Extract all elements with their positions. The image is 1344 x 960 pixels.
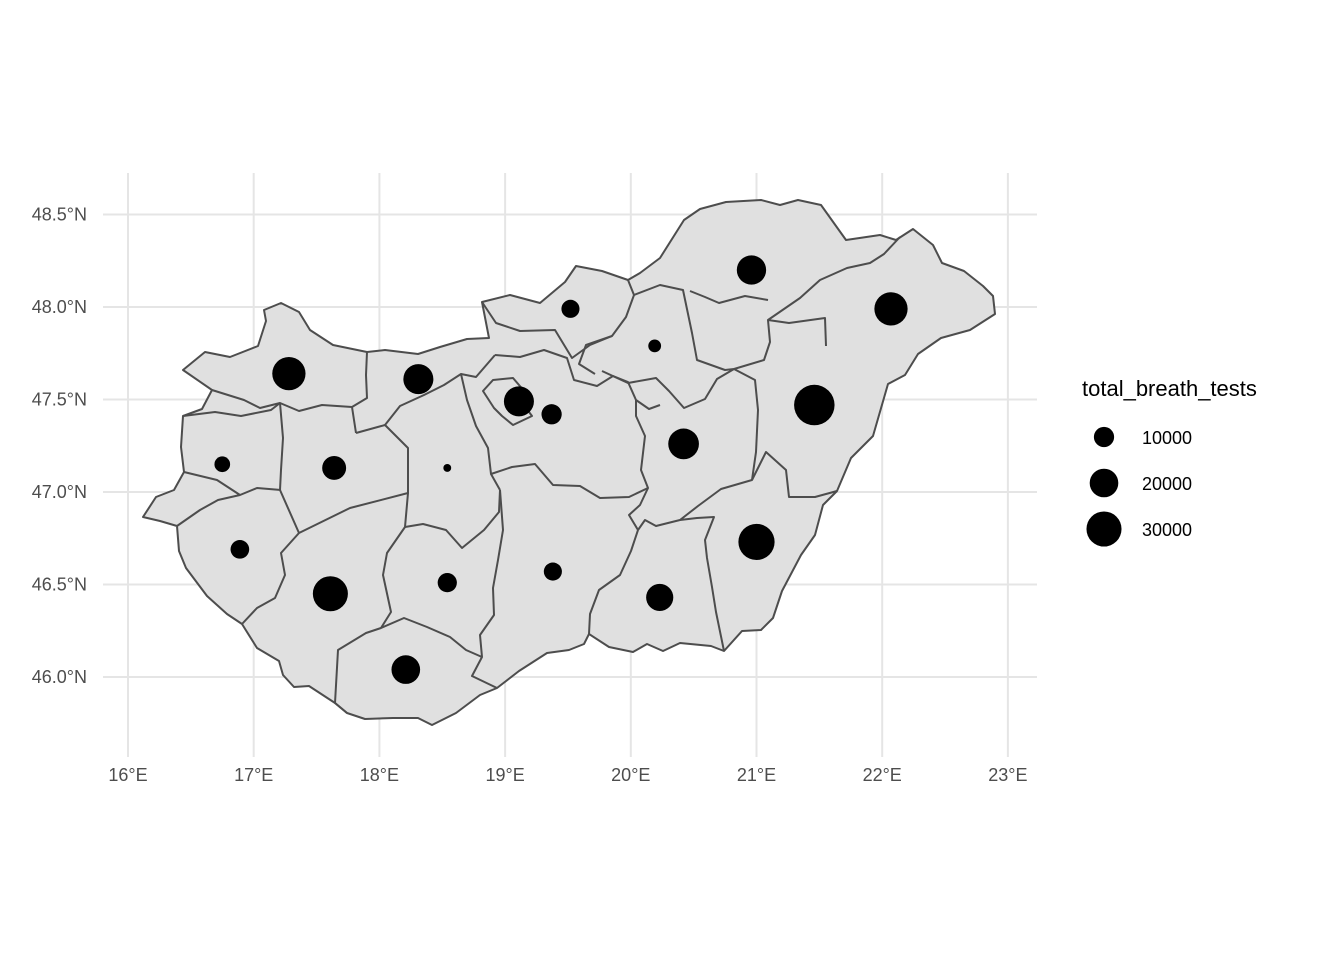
county-border [767,236,901,321]
county-border [176,494,241,527]
breath-test-point [322,455,347,480]
hungary-outline [142,199,996,726]
y-tick-label: 46.0°N [32,667,87,687]
legend-key-label: 20000 [1142,474,1192,494]
county-border [241,532,300,625]
county-border [380,492,409,629]
county-border [490,463,649,499]
breath-test-point [543,562,562,581]
legend-key-circle [1089,468,1119,498]
breath-test-point [437,573,457,593]
legend-key-circle [1093,426,1115,448]
county-border [334,617,483,714]
x-tick-label: 20°E [611,765,650,785]
breath-test-point [214,456,231,473]
legend-key-circle [1086,511,1122,547]
county-border [601,368,735,409]
county-border [211,389,357,434]
x-axis-labels: 16°E 17°E 18°E 19°E 20°E 21°E 22°E 23°E [108,765,1027,785]
breath-test-point [443,464,452,472]
county-border [182,402,281,417]
county-border [689,290,769,304]
x-tick-label: 21°E [737,765,776,785]
county-border [628,400,649,531]
breath-test-point [561,299,580,318]
county-border [494,349,661,410]
breath-test-points [214,255,908,684]
x-tick-label: 19°E [485,765,524,785]
x-tick-label: 22°E [863,765,902,785]
county-border [679,516,725,652]
breath-test-point [738,523,775,561]
county-border [637,368,759,531]
county-border [588,529,639,635]
breath-test-point [272,356,306,391]
breath-test-point [230,540,250,559]
breath-test-point [794,384,835,426]
y-tick-label: 47.0°N [32,482,87,502]
breath-test-point [391,655,421,684]
breath-test-point [736,255,767,285]
county-border [633,284,735,371]
x-tick-label: 17°E [234,765,273,785]
breath-test-point [646,583,674,612]
y-tick-label: 48.0°N [32,297,87,317]
county-border [578,335,613,375]
county-border [460,373,501,491]
x-tick-label: 23°E [988,765,1027,785]
breath-test-point [541,404,562,425]
county-border [751,451,838,498]
x-tick-label: 16°E [108,765,147,785]
legend-key-label: 10000 [1142,428,1192,448]
y-tick-label: 48.5°N [32,205,87,225]
county-border [351,351,368,408]
county-border [404,489,501,549]
breath-test-point [503,386,534,417]
breath-test-point [403,364,434,395]
county-border [279,402,300,534]
county-border [481,279,635,359]
breath-test-point [312,576,348,612]
legend: total_breath_tests 10000 20000 30000 [1082,376,1257,547]
y-axis-labels: 46.0°N 46.5°N 47.0°N 47.5°N 48.0°N 48.5°N [32,205,87,688]
county-border [298,424,409,534]
county-borders [142,199,996,726]
y-tick-label: 47.5°N [32,390,87,410]
legend-title: total_breath_tests [1082,376,1257,401]
x-tick-label: 18°E [360,765,399,785]
legend-key-label: 30000 [1142,520,1192,540]
y-tick-label: 46.5°N [32,575,87,595]
county-border [384,354,496,426]
county-border [471,489,504,689]
breath-test-point [648,339,662,353]
breath-test-point [668,428,699,460]
breath-test-point [874,292,908,326]
